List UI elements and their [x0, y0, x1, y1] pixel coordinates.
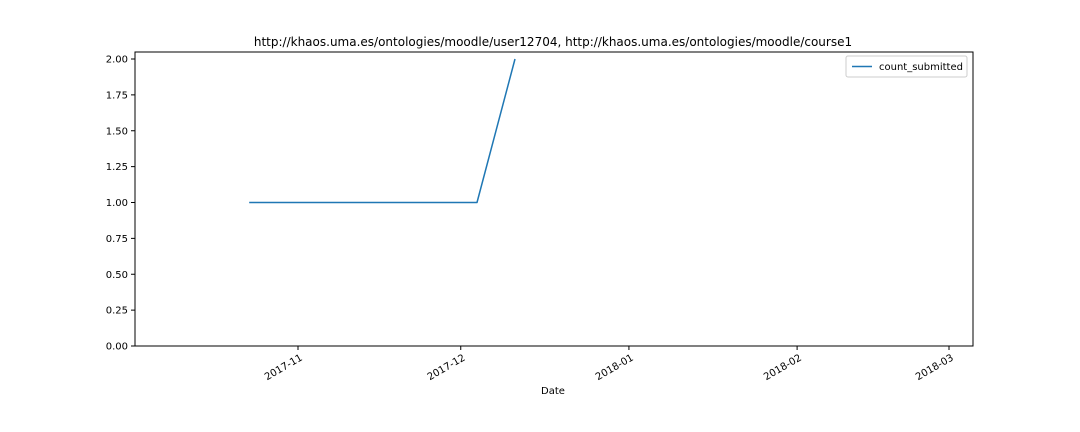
x-axis-label: Date	[541, 386, 565, 397]
legend: count_submitted	[845, 55, 968, 78]
y-tick-label: 1.75	[106, 90, 128, 101]
y-tick-label: 0.00	[106, 342, 128, 353]
series-layer	[249, 58, 516, 204]
x-tick-label: 2017-12	[426, 353, 468, 383]
series-line	[249, 58, 516, 204]
y-tick-label: 1.00	[106, 198, 128, 209]
legend-box	[845, 55, 968, 78]
y-tick-label: 0.75	[106, 234, 128, 245]
x-tick-label: 2018-02	[762, 353, 804, 383]
x-axis: 2017-11 2017-12 2018-01 2018-02 2018-03	[263, 346, 956, 383]
y-tick-label: 1.50	[106, 126, 128, 137]
y-tick-label: 0.50	[106, 270, 128, 281]
y-axis: 0.00 0.25 0.50 0.75 1.00 1.25 1.50 1.75 2.00	[106, 55, 135, 353]
x-tick-label: 2018-03	[914, 353, 956, 383]
plot-frame	[134, 51, 974, 347]
chart-title: http://khaos.uma.es/ontologies/moodle/us…	[254, 35, 852, 49]
legend-label: count_submitted	[879, 62, 963, 73]
x-tick-label: 2017-11	[263, 353, 305, 383]
y-tick-label: 1.25	[106, 162, 128, 173]
x-tick-label: 2018-01	[594, 353, 636, 383]
plot-area	[134, 51, 974, 347]
y-tick-label: 0.25	[106, 306, 128, 317]
y-tick-label: 2.00	[106, 55, 128, 66]
